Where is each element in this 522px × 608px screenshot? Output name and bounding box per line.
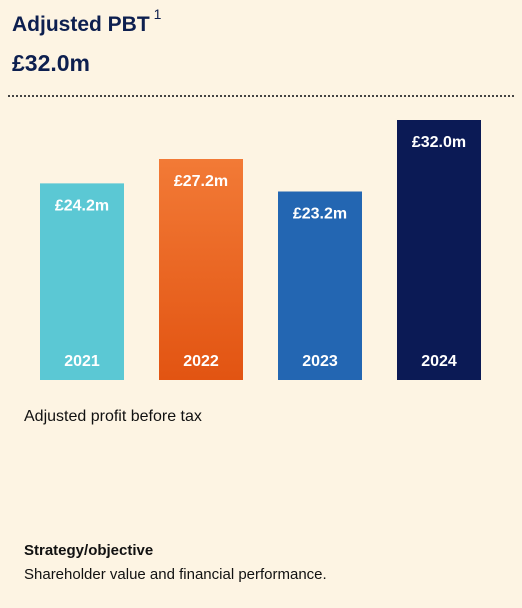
chart-caption: Adjusted profit before tax [24,408,202,425]
bar-2024 [397,120,481,380]
value-label-2023: £23.2m [293,206,347,223]
headline-value: £32.0m [12,50,91,76]
value-label-2021: £24.2m [55,197,109,214]
value-label-2024: £32.0m [412,134,466,151]
divider [8,95,514,97]
bar-2023 [278,191,362,380]
bar-2021 [40,183,124,380]
title-text: Adjusted PBT [12,13,150,36]
chart-title: Adjusted PBT 1 [12,6,161,37]
bar-chart: £24.2m 2021 £27.2m 2022 £23.2m 2023 £32.0m 2024 [40,120,481,380]
category-label-2024: 2024 [421,353,457,370]
strategy-text: Shareholder value and financial performa… [24,566,327,583]
category-label-2022: 2022 [183,353,219,370]
value-label-2022: £27.2m [174,173,228,190]
category-label-2021: 2021 [64,353,100,370]
bar-2022 [159,159,243,380]
category-label-2023: 2023 [302,353,338,370]
footnote-marker: 1 [153,6,162,22]
strategy-title: Strategy/objective [24,542,154,559]
